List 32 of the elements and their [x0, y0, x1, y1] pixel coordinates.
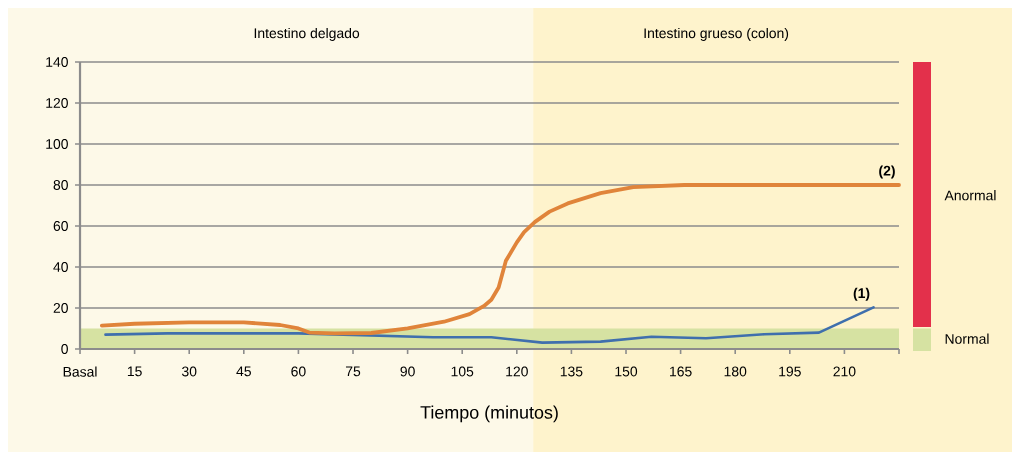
band-label: Intestino delgado — [254, 27, 360, 41]
y-tick-label: 120 — [46, 98, 68, 108]
y-tick-label: 80 — [53, 180, 68, 190]
series-label: (1) — [853, 287, 870, 301]
x-tick-label: Basal — [63, 366, 97, 377]
x-tick-label: 165 — [670, 366, 692, 377]
x-tick-label: 45 — [236, 366, 251, 377]
line-series — [104, 306, 875, 344]
x-tick-label: 135 — [560, 366, 583, 377]
x-tick-label: 195 — [779, 366, 801, 377]
x-tick-label: 180 — [724, 366, 747, 377]
line-series — [99, 183, 901, 336]
x-tick-label: 105 — [451, 366, 474, 377]
x-tick-label: 30 — [181, 366, 197, 377]
series-label: (2) — [879, 165, 895, 179]
y-tick-label: 140 — [46, 57, 68, 67]
x-tick-label: 60 — [291, 366, 306, 377]
x-tick-label: 15 — [127, 366, 142, 377]
y-tick-label: 20 — [53, 303, 68, 313]
band-label: Intestino grueso (colon) — [644, 27, 789, 41]
y-tick-label: 100 — [46, 139, 68, 149]
x-tick-label: 210 — [833, 366, 856, 377]
x-axis-title: Tiempo (minutos) — [420, 405, 558, 423]
text: Normal — [945, 333, 989, 344]
x-tick-label: 90 — [400, 366, 415, 377]
y-tick-label: 60 — [53, 221, 68, 231]
x-tick-label: 120 — [506, 366, 528, 377]
y-tick-label: 40 — [53, 262, 68, 272]
x-tick-label: 75 — [345, 366, 361, 377]
text: Anormal — [944, 190, 996, 201]
y-tick-label: 0 — [61, 344, 68, 354]
x-tick-label: 150 — [615, 366, 638, 377]
